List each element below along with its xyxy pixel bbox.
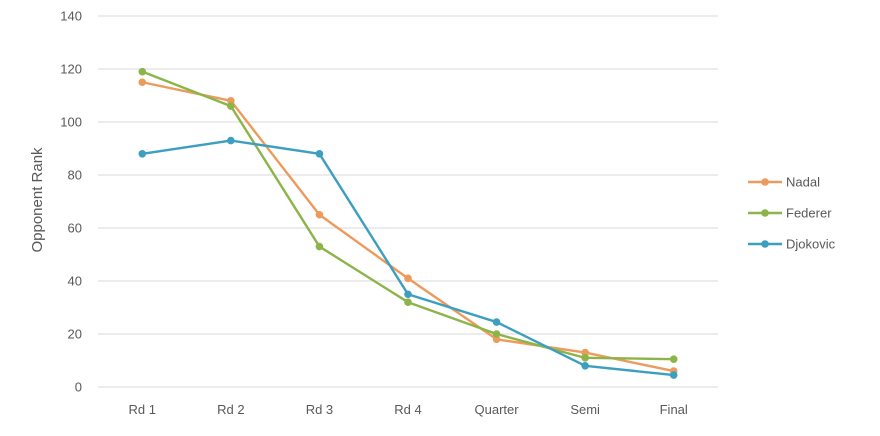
x-tick-label-5: Semi [570,402,600,417]
legend-swatch-marker [761,209,769,217]
series-group [138,67,678,379]
data-point-nadal-0 [138,78,147,87]
x-axis-ticks: Rd 1 Rd 2 Rd 3 Rd 4 Quarter Semi Final [129,402,688,417]
series-nadal [138,78,678,375]
legend: Nadal Federer Djokovic [748,175,836,252]
series-line-federer [141,70,675,361]
legend-swatch-marker [761,240,769,248]
x-tick-label-3: Rd 4 [394,402,421,417]
legend-item-djokovic: Djokovic [748,237,836,252]
y-tick-label-2: 40 [68,274,82,289]
y-tick-label-5: 100 [60,115,82,130]
series-line-nadal [141,81,675,373]
data-point-djokovic-6 [669,371,678,379]
data-point-djokovic-2 [315,150,324,158]
data-point-djokovic-3 [404,290,412,299]
data-point-djokovic-0 [138,150,147,158]
data-point-djokovic-4 [492,318,501,326]
y-tick-label-3: 60 [68,221,82,236]
data-point-nadal-4 [492,335,501,344]
data-point-federer-0 [138,67,147,76]
data-point-federer-2 [315,242,324,251]
legend-item-nadal: Nadal [748,175,820,190]
grid [98,15,718,388]
series-federer [138,67,678,363]
x-tick-label-4: Quarter [475,402,520,417]
x-tick-label-0: Rd 1 [129,402,156,417]
data-point-federer-6 [669,355,678,363]
data-point-nadal-5 [581,348,589,357]
series-djokovic [138,136,678,379]
data-point-federer-3 [404,298,412,307]
y-tick-label-7: 140 [60,9,82,24]
legend-label: Djokovic [786,237,836,252]
data-point-federer-1 [227,102,235,110]
legend-item-federer: Federer [748,206,832,221]
data-point-nadal-2 [315,210,324,219]
series-line-djokovic [141,139,675,377]
data-point-federer-4 [492,330,501,338]
data-point-djokovic-1 [227,136,235,145]
y-axis-title: Opponent Rank [29,147,46,253]
y-tick-label-1: 20 [68,327,82,342]
data-point-federer-5 [581,354,589,362]
y-axis-ticks: 0 20 40 60 80 100 120 140 [60,9,82,395]
data-point-nadal-1 [227,97,235,105]
y-tick-label-0: 0 [75,380,82,395]
x-tick-label-2: Rd 3 [306,402,333,417]
legend-label: Federer [786,206,832,221]
x-tick-label-1: Rd 2 [217,402,244,417]
data-point-nadal-3 [404,274,412,283]
y-tick-label-6: 120 [60,62,82,77]
data-point-djokovic-5 [581,362,589,370]
y-tick-label-4: 80 [68,168,82,183]
x-tick-label-6: Final [660,402,688,417]
legend-swatch-marker [761,178,769,186]
legend-label: Nadal [786,175,820,190]
